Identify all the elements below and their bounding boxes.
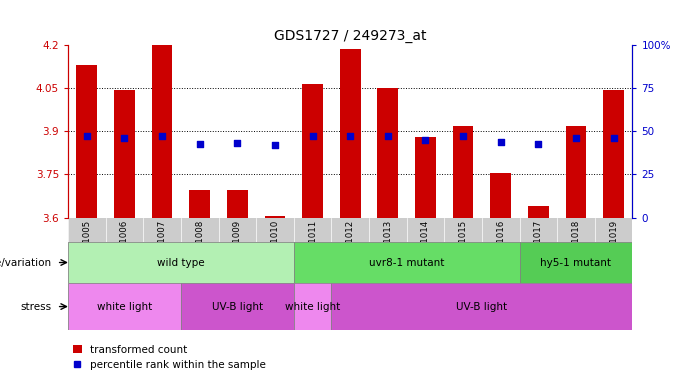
Legend: transformed count, percentile rank within the sample: transformed count, percentile rank withi… <box>73 345 266 370</box>
Text: GSM81017: GSM81017 <box>534 220 543 267</box>
Point <box>608 135 619 141</box>
Text: GSM81015: GSM81015 <box>458 220 468 267</box>
Bar <box>227 190 248 217</box>
Point <box>458 134 469 140</box>
Point <box>269 142 280 148</box>
Bar <box>490 173 511 217</box>
Text: uvr8-1 mutant: uvr8-1 mutant <box>369 258 444 267</box>
Text: GSM81016: GSM81016 <box>496 220 505 267</box>
Point <box>495 139 506 145</box>
Point <box>345 134 356 140</box>
Text: hy5-1 mutant: hy5-1 mutant <box>541 258 611 267</box>
Bar <box>415 137 436 218</box>
Bar <box>377 88 398 218</box>
Bar <box>76 65 97 218</box>
Text: GSM81011: GSM81011 <box>308 220 317 267</box>
Text: GSM81019: GSM81019 <box>609 220 618 267</box>
Text: white light: white light <box>97 302 152 312</box>
Bar <box>152 45 173 218</box>
Text: UV-B light: UV-B light <box>211 302 263 312</box>
Text: GSM81010: GSM81010 <box>271 220 279 267</box>
Text: UV-B light: UV-B light <box>456 302 507 312</box>
Point <box>571 135 581 141</box>
Point <box>382 133 393 139</box>
Bar <box>265 216 286 217</box>
Bar <box>294 283 331 330</box>
Bar <box>68 283 181 330</box>
Bar <box>189 190 210 217</box>
Point <box>420 137 431 143</box>
Point <box>156 133 167 139</box>
Text: GSM81018: GSM81018 <box>571 220 581 267</box>
Text: GSM81013: GSM81013 <box>384 220 392 267</box>
Bar <box>302 84 323 218</box>
Text: wild type: wild type <box>157 258 205 267</box>
Bar <box>181 283 294 330</box>
Text: GSM81014: GSM81014 <box>421 220 430 267</box>
Text: stress: stress <box>20 302 51 312</box>
Point <box>194 141 205 147</box>
Text: genotype/variation: genotype/variation <box>0 258 51 267</box>
Point <box>119 135 130 141</box>
Text: GSM81006: GSM81006 <box>120 220 129 267</box>
Text: white light: white light <box>285 302 340 312</box>
Point <box>232 140 243 146</box>
Bar <box>331 283 632 330</box>
Bar <box>68 242 294 283</box>
Title: GDS1727 / 249273_at: GDS1727 / 249273_at <box>274 28 426 43</box>
Bar <box>603 90 624 218</box>
Bar <box>520 242 632 283</box>
Bar <box>453 126 473 218</box>
Text: GSM81009: GSM81009 <box>233 220 242 267</box>
Bar <box>114 90 135 218</box>
Bar <box>528 206 549 218</box>
Point <box>82 133 92 139</box>
Text: GSM81008: GSM81008 <box>195 220 204 267</box>
Point <box>533 141 544 147</box>
Text: GSM81007: GSM81007 <box>158 220 167 267</box>
Bar <box>566 126 586 218</box>
Bar <box>340 50 360 217</box>
Text: GSM81012: GSM81012 <box>345 220 355 267</box>
Bar <box>294 242 520 283</box>
Point <box>307 133 318 139</box>
Text: GSM81005: GSM81005 <box>82 220 91 267</box>
